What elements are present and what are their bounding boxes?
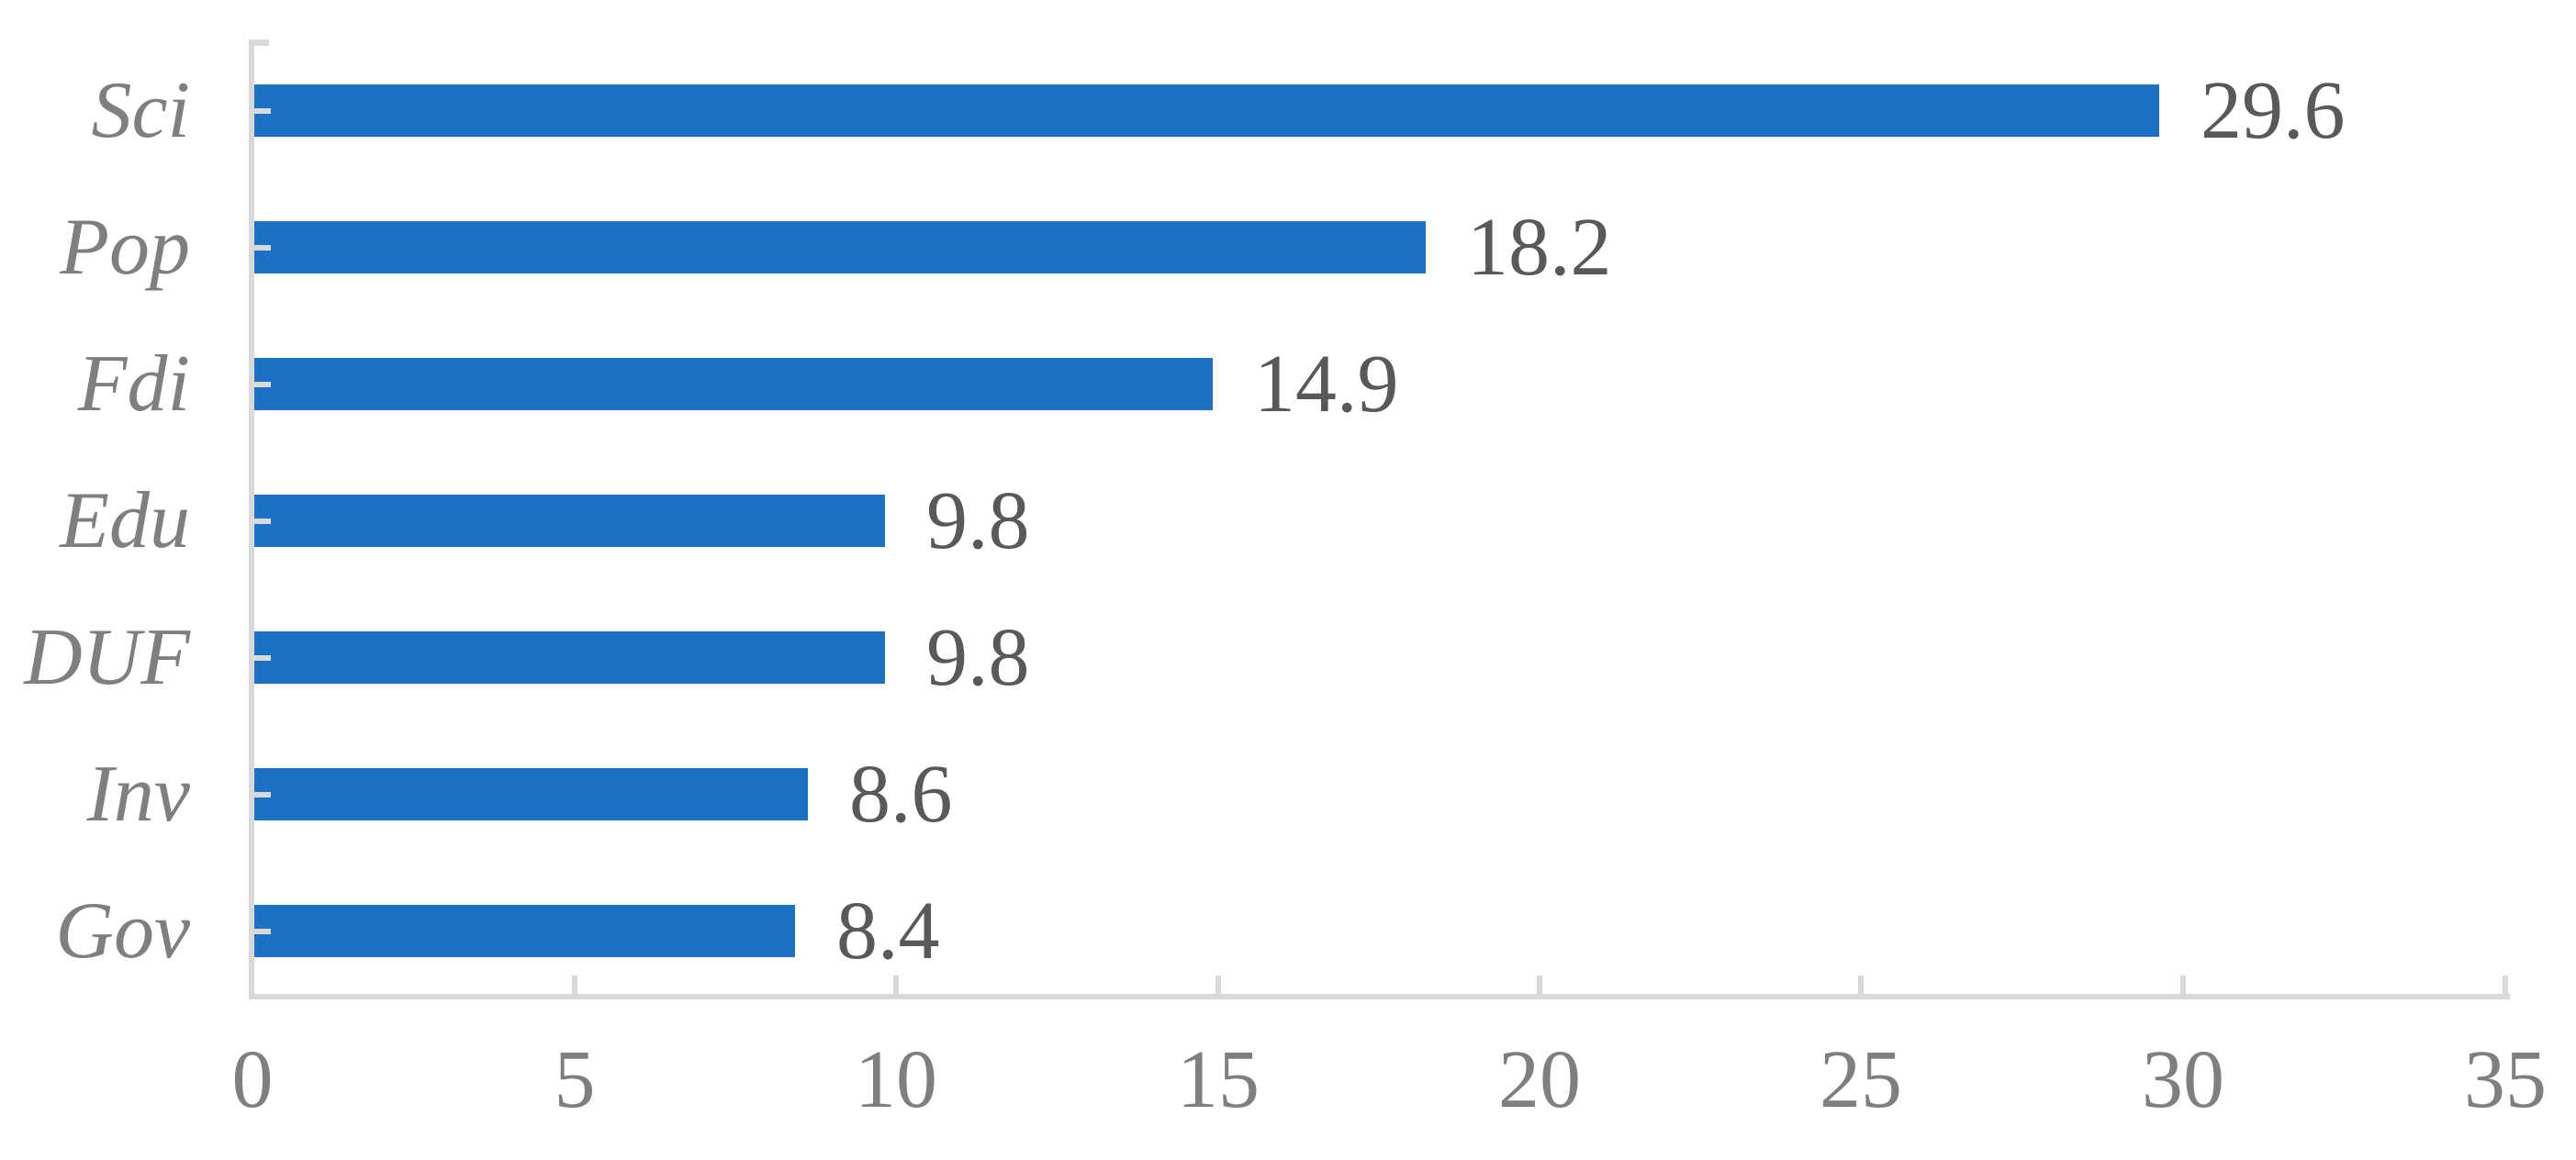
category-label-gov: Gov [55, 887, 190, 976]
bar-duf [254, 631, 885, 684]
x-axis-tick-label: 15 [1177, 1034, 1260, 1125]
category-label-edu: Edu [60, 476, 190, 565]
bar-pop [254, 221, 1426, 273]
x-axis-tick [893, 976, 899, 994]
y-axis-tick [254, 929, 271, 934]
x-axis-tick [1215, 976, 1221, 994]
x-axis-tick-label: 5 [554, 1034, 596, 1125]
x-axis-tick [1537, 976, 1542, 994]
y-axis-top-tick [254, 39, 269, 46]
y-axis-tick [254, 519, 271, 524]
value-label-duf: 9.8 [926, 612, 1030, 703]
x-axis-line [249, 994, 2510, 999]
value-label-edu: 9.8 [926, 475, 1030, 566]
x-axis-tick-label: 35 [2464, 1034, 2547, 1125]
value-label-fdi: 14.9 [1254, 339, 1399, 429]
y-axis-tick [254, 382, 271, 387]
y-axis-tick [254, 792, 271, 798]
bar-edu [254, 495, 885, 547]
bar-sci [254, 84, 2159, 137]
x-axis-tick-label: 30 [2142, 1034, 2224, 1125]
value-label-pop: 18.2 [1467, 202, 1612, 293]
x-axis-tick-label: 10 [855, 1034, 937, 1125]
x-axis-tick-label: 0 [231, 1034, 274, 1125]
x-axis-tick [2180, 976, 2186, 994]
category-label-sci: Sci [91, 66, 190, 155]
category-label-fdi: Fdi [77, 340, 190, 429]
x-axis-tick-label: 25 [1820, 1034, 1902, 1125]
x-axis-tick [2503, 976, 2508, 994]
y-axis-tick [254, 245, 271, 251]
bar-gov [254, 905, 795, 957]
y-axis-tick [254, 655, 271, 661]
x-axis-tick [1858, 976, 1864, 994]
bar-inv [254, 768, 808, 820]
value-label-inv: 8.6 [849, 749, 953, 840]
category-label-pop: Pop [60, 203, 190, 292]
category-label-inv: Inv [86, 750, 190, 839]
x-axis-tick-label: 20 [1498, 1034, 1581, 1125]
y-axis-tick [254, 108, 271, 114]
value-label-gov: 8.4 [836, 886, 940, 976]
x-axis-tick [572, 976, 577, 994]
value-label-sci: 29.6 [2201, 65, 2346, 156]
y-axis-line [249, 39, 254, 999]
bar-fdi [254, 358, 1213, 410]
category-label-duf: DUF [24, 613, 190, 702]
